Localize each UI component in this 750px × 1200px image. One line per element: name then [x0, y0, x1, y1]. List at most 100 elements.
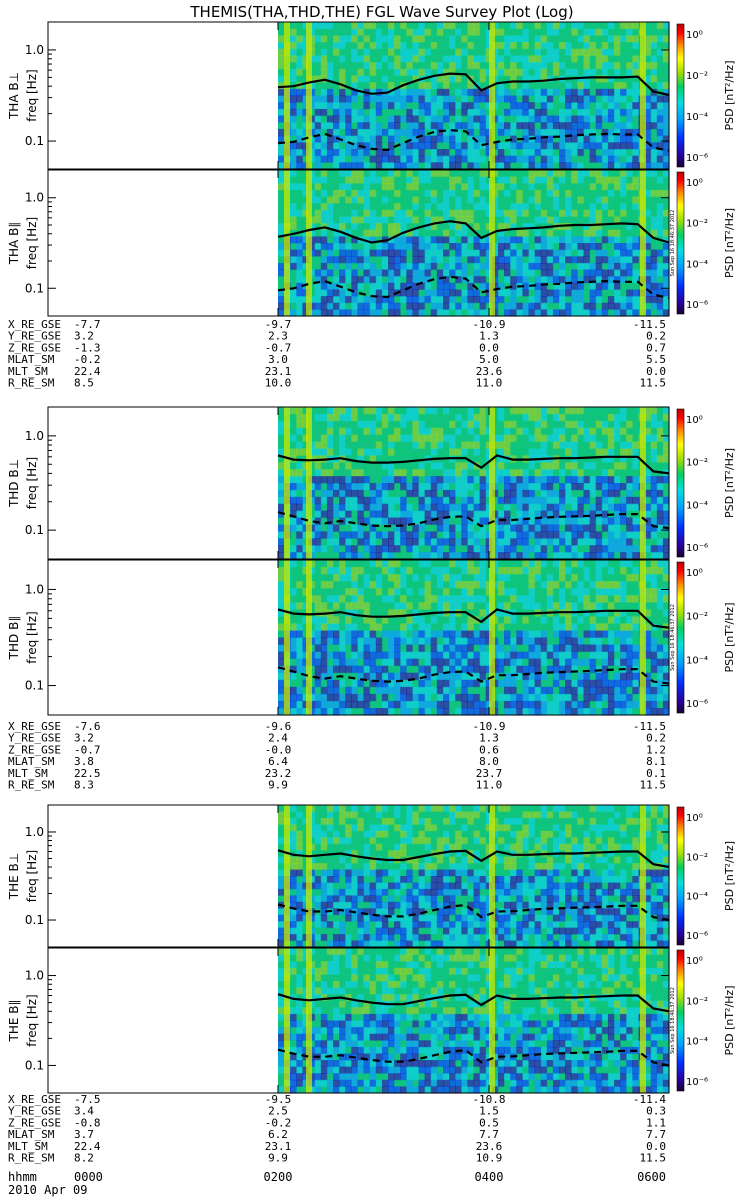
spectrogram-cell [449, 276, 456, 284]
spectrogram-cell [394, 170, 401, 178]
spectrogram-cell [662, 88, 670, 97]
spectrogram-cell [620, 203, 627, 211]
spectrogram-cell [424, 209, 432, 217]
spectrogram-cell [644, 122, 652, 130]
spectrogram-cell [516, 108, 523, 117]
spectrogram-cell [552, 249, 560, 257]
spectrogram-cell [491, 122, 499, 130]
spectrogram-cell [656, 223, 664, 231]
spectrogram-cell [369, 588, 377, 596]
spectrogram-cell [662, 276, 670, 284]
spectrogram-cell [430, 35, 438, 43]
spectrogram-cell [394, 588, 401, 596]
spectrogram-cell [296, 155, 303, 163]
spectrogram-cell [497, 262, 505, 271]
spectrogram-cell [388, 203, 395, 211]
spectrogram-cell [626, 552, 633, 560]
spectrogram-cell [528, 476, 536, 484]
spectrogram-cell [589, 196, 597, 204]
spectrogram-cell [626, 483, 633, 491]
spectrogram-cell [583, 420, 591, 429]
spectrogram-cell [345, 223, 352, 231]
spectrogram-cell [467, 122, 475, 130]
spectrogram-cell [381, 595, 389, 603]
spectrogram-cell [644, 517, 652, 525]
spectrogram-cell [626, 413, 633, 422]
spectrogram-cell [540, 189, 548, 198]
spectrogram-cell [302, 651, 310, 660]
spectrogram-cell [546, 531, 554, 539]
spectrogram-cell [443, 183, 450, 191]
spectrogram-cell [632, 269, 639, 277]
spectrogram-cell [455, 581, 462, 589]
spectrogram-cell [626, 524, 633, 532]
spectrogram-cell [528, 189, 536, 198]
spectrogram-cell [540, 413, 548, 422]
spectrogram-cell [491, 503, 499, 512]
spectrogram-cell [546, 476, 554, 484]
spectrogram-cell [296, 524, 303, 532]
spectrogram-cell [418, 686, 426, 695]
spectrogram-cell [559, 469, 566, 477]
spectrogram-cell [626, 282, 633, 290]
spectrogram-cell [504, 552, 511, 560]
spectrogram-cell [369, 142, 377, 150]
spectrogram-cell [577, 183, 585, 191]
spectrogram-cell [412, 276, 420, 284]
spectrogram-cell [626, 95, 633, 103]
spectrogram-cell [443, 686, 450, 695]
spectrogram-cell [333, 686, 340, 695]
spectrogram-cell [449, 658, 456, 667]
spectrogram-cell [430, 637, 438, 646]
spectrogram-cell [357, 427, 365, 436]
spectrogram-cell [278, 420, 285, 429]
spectrogram-cell [375, 510, 383, 519]
spectrogram-cell [345, 35, 352, 43]
spectrogram-cell [607, 462, 615, 470]
spectrogram-cell [369, 630, 377, 639]
spectrogram-cell [443, 413, 450, 422]
spectrogram-cell [375, 203, 383, 211]
spectrogram-cell [528, 155, 536, 163]
spectrogram-cell [412, 476, 420, 484]
spectrogram-cell [491, 95, 499, 103]
spectrogram-cell [614, 545, 621, 553]
spectrogram-cell [461, 510, 468, 519]
spectrogram-cell [528, 55, 536, 63]
spectrogram-cell [333, 309, 340, 317]
spectrogram-cell [522, 413, 530, 422]
spectrogram-cell [314, 309, 322, 317]
spectrogram-cell [479, 256, 487, 264]
spectrogram-cell [577, 489, 585, 498]
spectrogram-cell [455, 282, 462, 290]
spectrogram-cell [345, 427, 352, 436]
spectrogram-cell [467, 269, 475, 277]
spectrogram-cell [345, 665, 352, 674]
spectrogram-cell [595, 68, 603, 77]
spectrogram-cell [607, 282, 615, 290]
spectrogram-cell [473, 282, 481, 290]
spectrogram-cell [583, 538, 591, 546]
spectrogram-cell [351, 693, 358, 702]
spectrogram-cell [443, 223, 450, 231]
spectrogram-cell [528, 28, 536, 36]
spectrogram-cell [345, 489, 352, 498]
spectrogram-cell [467, 229, 475, 237]
spectrogram-cell [381, 413, 389, 422]
spectrogram-cell [601, 216, 609, 224]
spectrogram-cell [449, 644, 456, 653]
spectrogram-cell [644, 75, 652, 83]
spectrogram-cell [504, 35, 511, 43]
spectrogram-cell [381, 531, 389, 539]
spectrogram-cell [455, 262, 462, 271]
spectrogram-cell [565, 95, 572, 103]
spectrogram-cell [345, 68, 352, 77]
spectrogram-cell [290, 95, 297, 103]
spectrogram-cell [302, 162, 310, 170]
spectrogram-cell [522, 183, 530, 191]
spectrogram-cell [577, 407, 585, 415]
spectrogram-cell [418, 531, 426, 539]
colorbar [676, 23, 685, 168]
spectrogram-cell [614, 170, 621, 178]
spectrogram-cell [363, 249, 371, 257]
